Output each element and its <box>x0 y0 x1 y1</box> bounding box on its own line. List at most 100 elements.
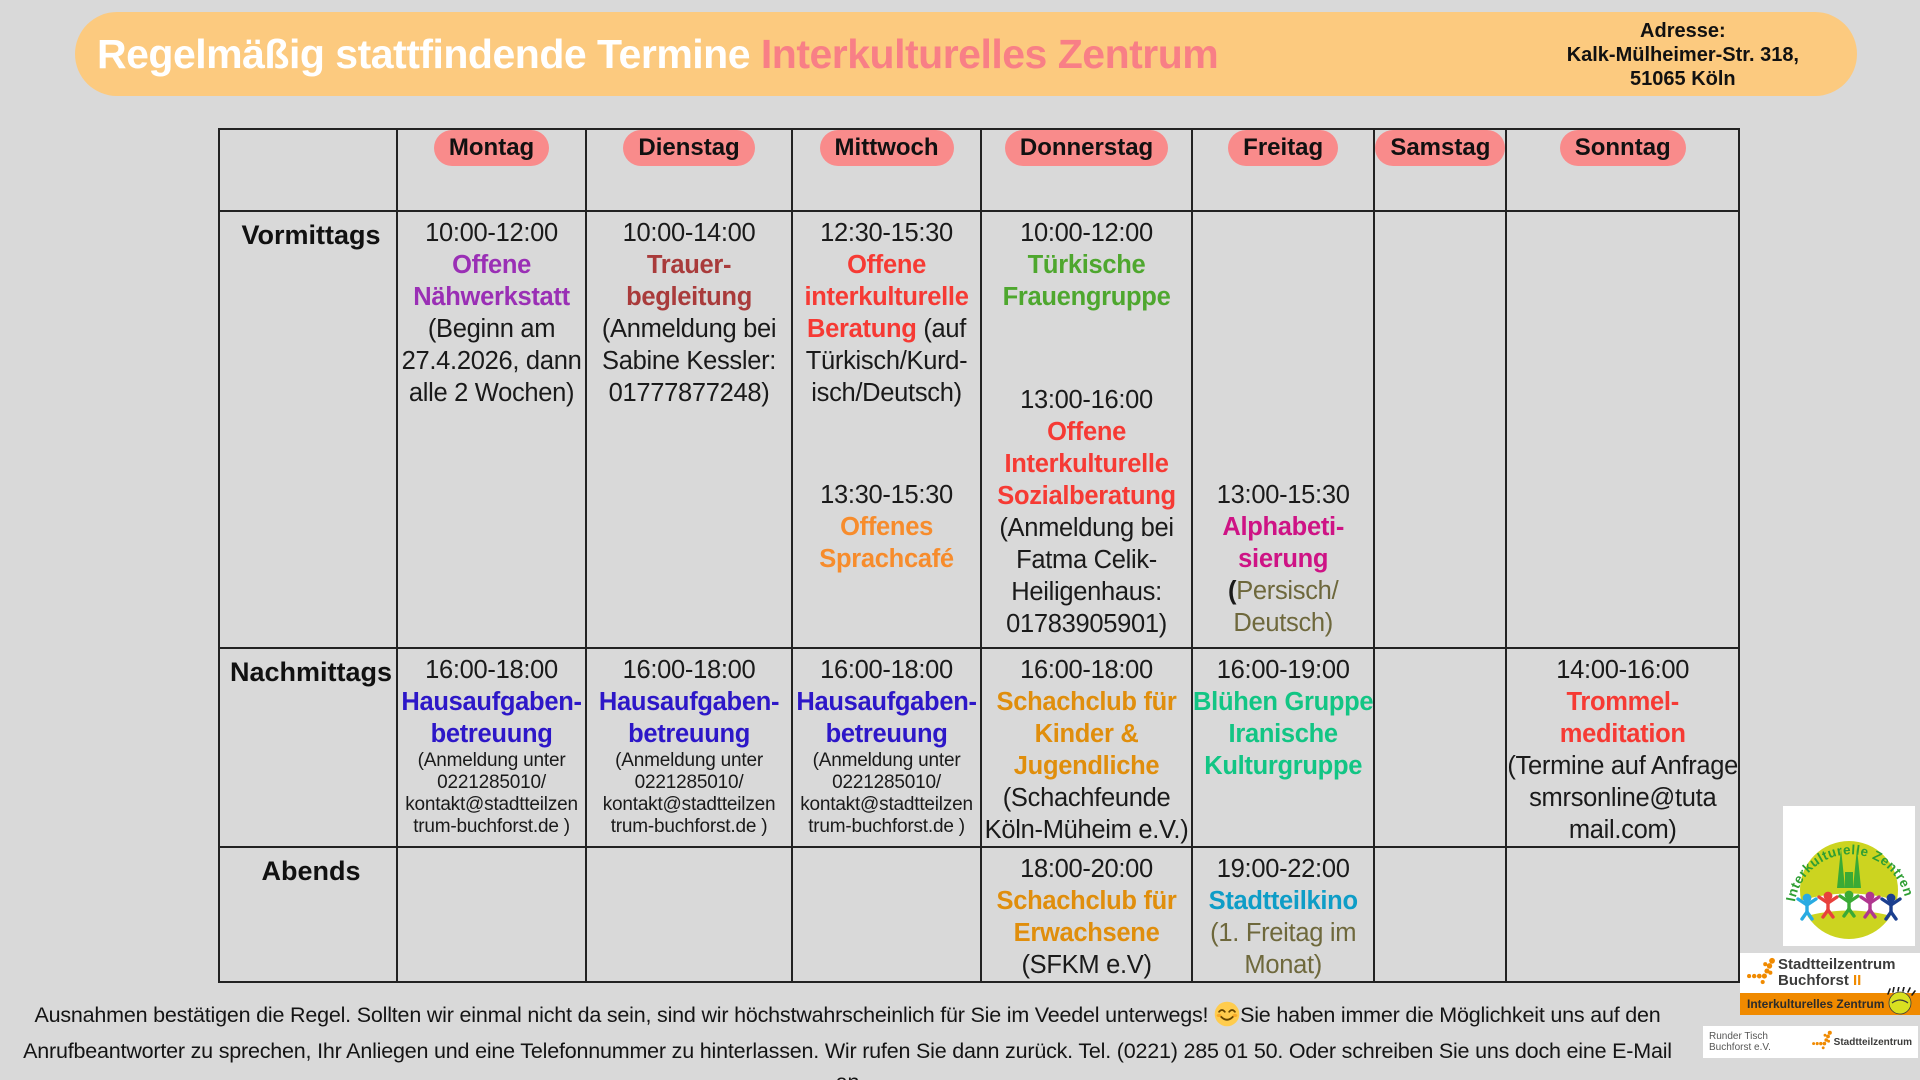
event-line: (Anmeldung bei <box>587 313 791 345</box>
event-title: Offene <box>847 251 927 279</box>
event-line: (Anmeldung bei <box>982 512 1191 544</box>
event-text: 18:00-20:00 <box>1020 855 1153 883</box>
event-text: (auf <box>923 315 967 343</box>
page-title: Regelmäßig stattfindende Termine Interku… <box>75 31 1219 78</box>
cell-nachmittags-montag: 16:00-18:00 Hausaufgaben-betreuung (Anmeld… <box>396 647 588 848</box>
event-line: 19:00-22:00 <box>1193 853 1373 885</box>
day-header-dienstag: Dienstag <box>585 128 794 212</box>
cell-abends-freitag: 19:00-22:00 Stadtteilkino (1. Freitag im Mo… <box>1191 846 1376 983</box>
event-line: Sprachcafé <box>793 543 980 575</box>
address-block: Adresse: Kalk-Mülheimer-Str. 318, 51065 … <box>1567 19 1799 91</box>
cell-vormittags-donnerstag: 10:00-12:00 Türkische Frauengruppe 13:00-16… <box>980 210 1194 649</box>
event-line: 18:00-20:00 <box>982 853 1191 885</box>
cell-abends-sonntag <box>1505 846 1741 983</box>
event-line: 10:00-12:00 <box>398 217 585 249</box>
event-line: betreuung <box>398 718 585 750</box>
cell-nachmittags-sonntag: 14:00-16:00 Trommel-meditation (Termine au… <box>1505 647 1741 848</box>
event-title: Schachclub für <box>996 887 1177 915</box>
event-line: betreuung <box>587 718 791 750</box>
event-text: 13:00-15:30 <box>1216 481 1350 509</box>
event-line: (Termine auf Anfrage <box>1507 750 1738 782</box>
cell-nachmittags-freitag: 16:00-19:00 Blühen Gruppe Iranische Kulturg… <box>1191 647 1376 848</box>
event-line: mail.com) <box>1507 814 1738 846</box>
event-title: Beratung <box>807 315 924 343</box>
cell-nachmittags-dienstag: 16:00-18:00 Hausaufgaben-betreuung (Anmeld… <box>585 647 794 848</box>
event-line: (Schachfeunde <box>982 782 1191 814</box>
event-text: 16:00-18:00 <box>622 656 756 684</box>
event-text: ( <box>1227 577 1237 605</box>
event-line: Monat) <box>1193 949 1373 981</box>
event-text: (1. Freitag im <box>1210 919 1357 947</box>
cell-abends-mittwoch <box>791 846 983 983</box>
strip-stadtteilzentrum-label: Stadtteilzentrum <box>1833 1036 1912 1048</box>
event-line: smrsonline@tuta <box>1507 782 1738 814</box>
event-text: Köln-Müheim e.V.) <box>984 816 1189 844</box>
event-line: 10:00-14:00 <box>587 217 791 249</box>
event-title: Nähwerkstatt <box>413 283 570 311</box>
event-text: 10:00-14:00 <box>622 219 756 247</box>
cell-abends-samstag <box>1373 846 1508 983</box>
cell-abends-donnerstag: 18:00-20:00 Schachclub für Erwachsene (SFKM… <box>980 846 1194 983</box>
cell-abends-montag <box>396 846 588 983</box>
event-line: Hausaufgaben- <box>587 686 791 718</box>
event-text: Türkisch/Kurd- <box>805 347 968 375</box>
event-text: Persisch/ <box>1236 577 1339 605</box>
event-line: Heiligenhaus: <box>982 576 1191 608</box>
event-title: Jugendliche <box>1013 752 1160 780</box>
interkulturelle-zentren-koeln-logo: Interkulturelle Zentren Köln <box>1778 794 1916 946</box>
event-line: Erwachsene <box>982 917 1191 949</box>
event-line: trum-buchforst.de ) <box>587 816 791 838</box>
event-line: sierung <box>1193 543 1373 575</box>
event-line: Fatma Celik- <box>982 544 1191 576</box>
row-label-nachmittags: Nachmittags <box>217 647 399 848</box>
event-line: (Anmeldung unter <box>398 750 585 772</box>
event-line: Offene <box>793 249 980 281</box>
event-line: Trauer- <box>587 249 791 281</box>
event-line: 13:30-15:30 <box>793 479 980 511</box>
row-label-abends: Abends <box>217 846 399 983</box>
day-header-montag: Montag <box>396 128 588 212</box>
event-text: mail.com) <box>1568 816 1677 844</box>
event-line: Kinder & <box>982 718 1191 750</box>
event-line: 0221285010/ <box>398 772 585 794</box>
day-pill: Sonntag <box>1559 130 1686 166</box>
event-line: 0221285010/ <box>587 772 791 794</box>
event-title: Sprachcafé <box>819 545 954 573</box>
event-title: Iranische <box>1228 720 1339 748</box>
event-title: sierung <box>1238 545 1329 573</box>
event-line: Türkisch/Kurd- <box>793 345 980 377</box>
event-line: Deutsch) <box>1193 607 1373 639</box>
cell-vormittags-sonntag <box>1505 210 1741 649</box>
smiling-face-emoji <box>1214 1001 1240 1036</box>
event-line: Beratung (auf <box>793 313 980 345</box>
stz-logo-stamp-icon <box>1887 987 1916 1015</box>
event-line: 01777877248) <box>587 377 791 409</box>
event-line: (Beginn am <box>398 313 585 345</box>
event-title: interkulturelle <box>804 283 969 311</box>
dotted-arrow-icon <box>1744 954 1778 993</box>
event-title: betreuung <box>825 720 948 748</box>
row-label-vormittags: Vormittags <box>217 210 399 649</box>
event-line: 01783905901) <box>982 608 1191 640</box>
cell-nachmittags-donnerstag: 16:00-18:00 Schachclub für Kinder & Jugendl… <box>980 647 1194 848</box>
event-line: Blühen Gruppe <box>1193 686 1374 718</box>
event-text: 13:00-16:00 <box>1020 386 1153 414</box>
dotted-arrow-icon-small <box>1810 1027 1834 1058</box>
address-street: Kalk-Mülheimer-Str. 318, <box>1566 44 1799 66</box>
event-line: Offene <box>398 249 585 281</box>
event-title: Hausaufgaben- <box>796 688 977 716</box>
event-line: trum-buchforst.de ) <box>793 816 980 838</box>
address-label: Adresse: <box>1640 20 1726 42</box>
event-text: smrsonline@tuta <box>1529 784 1717 812</box>
event-text: 0221285010/ <box>634 772 744 793</box>
event-line: Türkische <box>982 249 1191 281</box>
cell-vormittags-mittwoch: 12:30-15:30 Offene interkulturelle Beratung… <box>791 210 983 649</box>
day-header-freitag: Freitag <box>1191 128 1376 212</box>
event-text: (Anmeldung unter <box>417 750 566 771</box>
event-text: 10:00-12:00 <box>425 219 558 247</box>
event-text: 19:00-22:00 <box>1216 855 1350 883</box>
event-line: Interkulturelle <box>982 448 1191 480</box>
event-line: trum-buchforst.de ) <box>398 816 585 838</box>
schedule-table: Montag Dienstag Mittwoch Donnerstag Freitag S… <box>217 128 1741 983</box>
event-line: 13:00-16:00 <box>982 384 1191 416</box>
